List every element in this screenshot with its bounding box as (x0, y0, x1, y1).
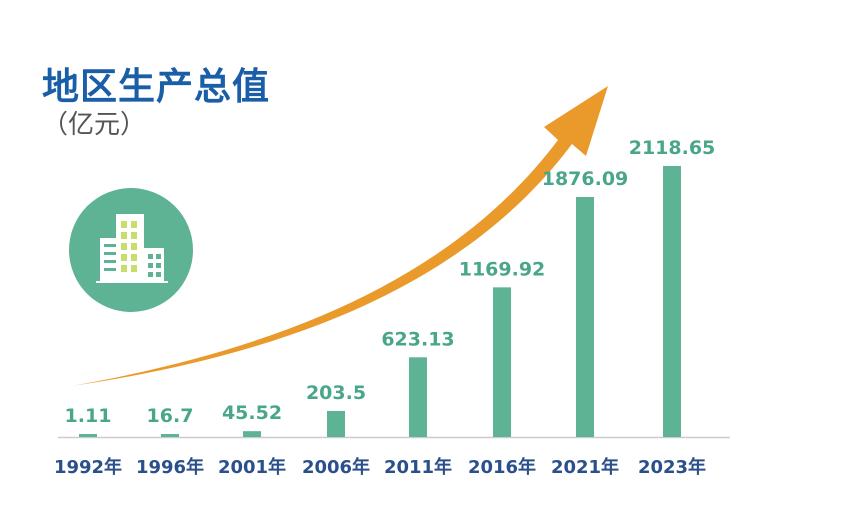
bar (576, 197, 594, 437)
x-tick-label: 2023年 (638, 456, 706, 478)
bars-layer (79, 166, 681, 437)
x-tick-label: 2011年 (384, 456, 452, 478)
data-label: 1876.09 (542, 168, 629, 190)
data-label: 203.5 (306, 382, 366, 404)
x-tick-label: 1996年 (136, 456, 204, 478)
x-tick-label: 2006年 (302, 456, 370, 478)
data-label: 2118.65 (629, 137, 716, 159)
chart-title: 地区生产总值 (42, 65, 270, 108)
building-icon (69, 188, 193, 312)
bar (79, 434, 97, 437)
value-labels-layer: 1.11 16.7 45.52 203.5 623.13 1169.92 1876.0921… (65, 137, 716, 427)
data-label: 623.13 (381, 328, 454, 350)
bar (663, 166, 681, 437)
x-tick-label: 2001年 (218, 456, 286, 478)
x-labels-layer: 1992年 1996年 2001年 2006年 2011年 2016年 2021年 2023年 (54, 456, 706, 478)
bar (409, 357, 427, 437)
data-label: 1169.92 (459, 258, 546, 280)
data-label: 45.52 (222, 402, 282, 424)
x-tick-label: 2021年 (551, 456, 619, 478)
data-label: 1.11 (65, 405, 112, 427)
x-tick-label: 2016年 (468, 456, 536, 478)
bar (327, 410, 345, 437)
data-label: 16.7 (147, 405, 194, 427)
chart-unit-subtitle: （亿元） (42, 110, 147, 140)
bar (493, 287, 511, 437)
x-tick-label: 1992年 (54, 456, 122, 478)
bar (161, 434, 179, 437)
bar (243, 431, 261, 437)
